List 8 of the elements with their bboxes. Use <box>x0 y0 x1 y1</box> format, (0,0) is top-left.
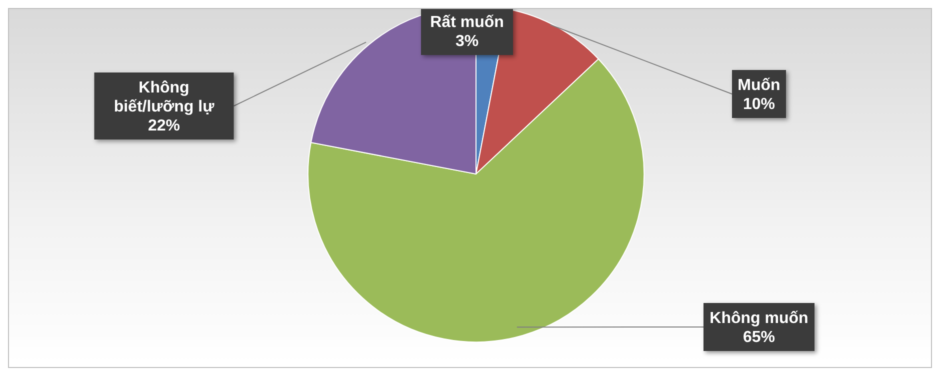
data-label: 22% <box>148 117 180 134</box>
slice-label: Không muốn <box>710 310 808 327</box>
slice-label: Muốn <box>738 76 780 94</box>
data-label: 65% <box>742 328 776 346</box>
slice-label: Rất muốn <box>430 14 504 31</box>
data-label: 10% <box>742 96 776 113</box>
data-label: 3% <box>455 32 479 50</box>
slice-label: Không biết/lưỡng lự <box>114 79 215 116</box>
